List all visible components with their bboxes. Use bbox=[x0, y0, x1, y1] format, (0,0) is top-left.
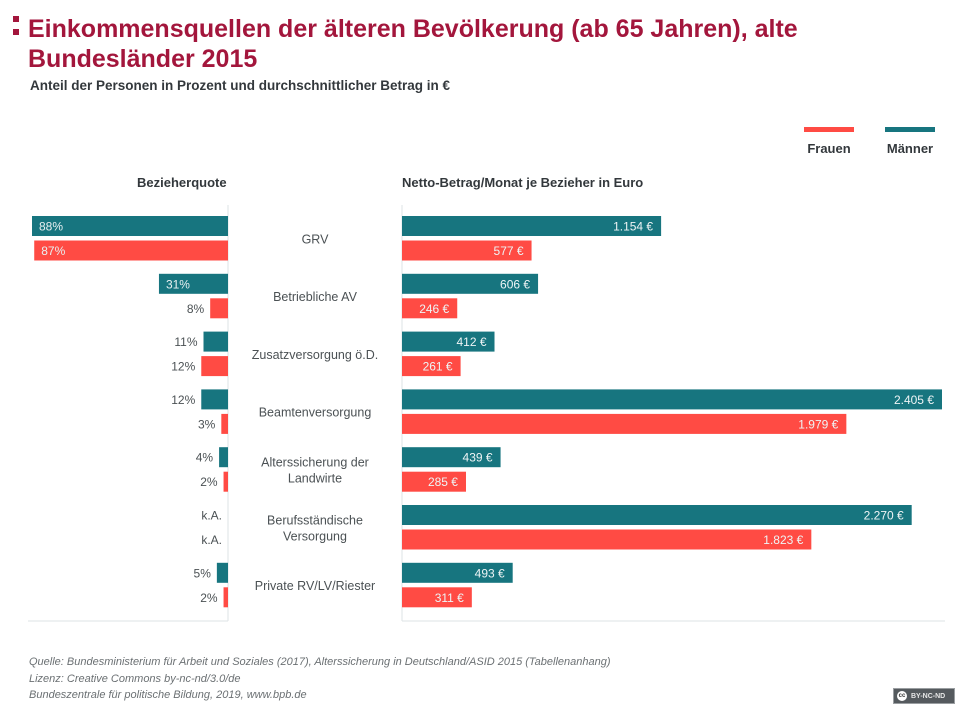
left-bar-label: 4% bbox=[196, 451, 214, 465]
left-bar-women bbox=[223, 471, 228, 492]
chart-title: Einkommensquellen der älteren Bevölkerun… bbox=[28, 15, 798, 73]
right-bar-label: 412 € bbox=[456, 335, 486, 349]
left-bar-label: 88% bbox=[39, 220, 63, 234]
right-bar-men bbox=[402, 216, 662, 236]
right-bar-label: 285 € bbox=[428, 475, 458, 489]
left-bar-label: 2% bbox=[200, 591, 218, 605]
left-bar-women bbox=[34, 240, 229, 261]
right-bar-label: 577 € bbox=[494, 244, 524, 258]
right-bar-label: 1.979 € bbox=[798, 417, 838, 431]
legend-label-men: Männer bbox=[886, 141, 934, 156]
right-panel-title: Netto-Betrag/Monat je Bezieher in Euro bbox=[402, 175, 644, 190]
right-bar-men bbox=[402, 447, 501, 468]
chart-subtitle: Anteil der Personen in Prozent und durch… bbox=[30, 78, 451, 93]
category-label: Zusatzversorgung ö.D. bbox=[252, 348, 378, 362]
cc-badge-label: BY-NC-ND bbox=[911, 692, 946, 700]
logo-mark-bottom bbox=[13, 29, 19, 35]
category-label: Versorgung bbox=[283, 529, 347, 543]
right-bar-women bbox=[402, 529, 812, 550]
legend-swatch-women bbox=[804, 127, 854, 132]
right-bar-label: 606 € bbox=[500, 277, 530, 291]
right-bar-women bbox=[402, 356, 461, 377]
left-bar-label: k.A. bbox=[201, 533, 222, 547]
right-bar-label: 246 € bbox=[419, 302, 449, 316]
category-label: Beamtenversorgung bbox=[259, 406, 372, 420]
legend-label-women: Frauen bbox=[807, 141, 851, 156]
legend-swatch-men bbox=[885, 127, 935, 132]
legend-item-women: Frauen bbox=[804, 127, 854, 156]
left-bar-label: 11% bbox=[174, 335, 197, 349]
footer-publisher: Bundeszentrale für politische Bildung, 2… bbox=[29, 689, 307, 701]
right-bar-label: 261 € bbox=[423, 360, 453, 374]
footer-source: Quelle: Bundesministerium für Arbeit und… bbox=[29, 656, 611, 668]
left-bar-label: 5% bbox=[194, 566, 212, 580]
legend-item-men: Männer bbox=[885, 127, 935, 156]
footer-license: Lizenz: Creative Commons by-nc-nd/3.0/de bbox=[29, 673, 241, 685]
left-bar-label: 8% bbox=[187, 302, 205, 316]
left-bar-women bbox=[223, 587, 228, 608]
right-bar-label: 493 € bbox=[475, 566, 505, 580]
left-bar-label: k.A. bbox=[201, 509, 222, 523]
right-bar-label: 1.154 € bbox=[613, 220, 653, 234]
left-bar-label: 12% bbox=[171, 393, 195, 407]
category-label: Berufsständische bbox=[267, 513, 363, 527]
left-panel-title: Bezieherquote bbox=[137, 175, 227, 190]
category-label: Private RV/LV/Riester bbox=[255, 579, 375, 593]
left-bar-label: 12% bbox=[171, 360, 195, 374]
right-bar-label: 311 € bbox=[435, 591, 464, 605]
right-bar-label: 439 € bbox=[463, 451, 493, 465]
category-label: Betriebliche AV bbox=[273, 290, 358, 304]
right-bar-label: 1.823 € bbox=[763, 533, 803, 547]
left-bar-men bbox=[158, 273, 228, 294]
left-bar-men bbox=[203, 331, 228, 352]
right-bar-label: 2.270 € bbox=[864, 509, 904, 523]
right-bar-label: 2.405 € bbox=[894, 393, 934, 407]
left-bar-women bbox=[201, 356, 228, 377]
left-bar-label: 31% bbox=[166, 277, 190, 291]
right-bar-women bbox=[402, 471, 466, 492]
left-bar-men bbox=[32, 216, 228, 236]
left-bar-men bbox=[219, 447, 228, 468]
right-bar-men bbox=[402, 505, 912, 525]
category-label: Landwirte bbox=[288, 471, 342, 485]
right-bar-men bbox=[402, 331, 495, 352]
right-bar-women bbox=[402, 413, 847, 434]
right-bar-women bbox=[402, 587, 472, 608]
left-bar-label: 87% bbox=[41, 244, 65, 258]
cc-icon: cc bbox=[897, 691, 907, 701]
right-bar-women bbox=[402, 298, 458, 319]
category-label: GRV bbox=[302, 232, 330, 246]
right-bar-men bbox=[402, 273, 539, 294]
right-bar-men bbox=[402, 562, 513, 583]
left-bar-women bbox=[210, 298, 228, 319]
left-bar-men bbox=[216, 562, 228, 583]
logo-mark-top bbox=[13, 16, 19, 22]
left-bar-label: 2% bbox=[200, 475, 218, 489]
left-bar-label: 3% bbox=[198, 417, 216, 431]
category-label: Alterssicherung der bbox=[261, 455, 369, 469]
left-bar-men bbox=[201, 389, 228, 410]
right-bar-men bbox=[402, 389, 942, 410]
left-bar-women bbox=[221, 413, 228, 434]
cc-license-badge[interactable]: cc BY-NC-ND bbox=[893, 688, 955, 704]
right-bar-women bbox=[402, 240, 532, 261]
